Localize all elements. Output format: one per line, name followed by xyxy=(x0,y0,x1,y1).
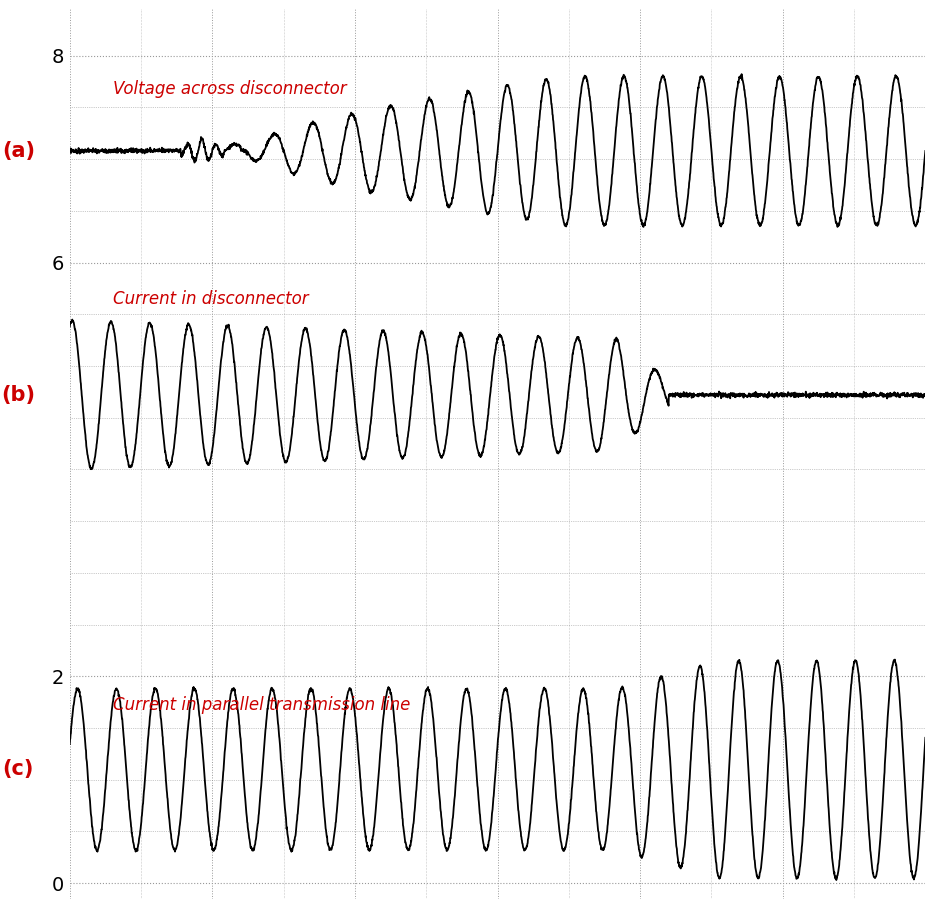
Text: (b): (b) xyxy=(2,385,35,405)
Text: Voltage across disconnector: Voltage across disconnector xyxy=(113,80,346,98)
Text: Current in parallel transmission line: Current in parallel transmission line xyxy=(113,696,410,714)
Text: Current in disconnector: Current in disconnector xyxy=(113,290,308,308)
Text: (c): (c) xyxy=(3,759,34,779)
Text: (a): (a) xyxy=(2,141,35,160)
